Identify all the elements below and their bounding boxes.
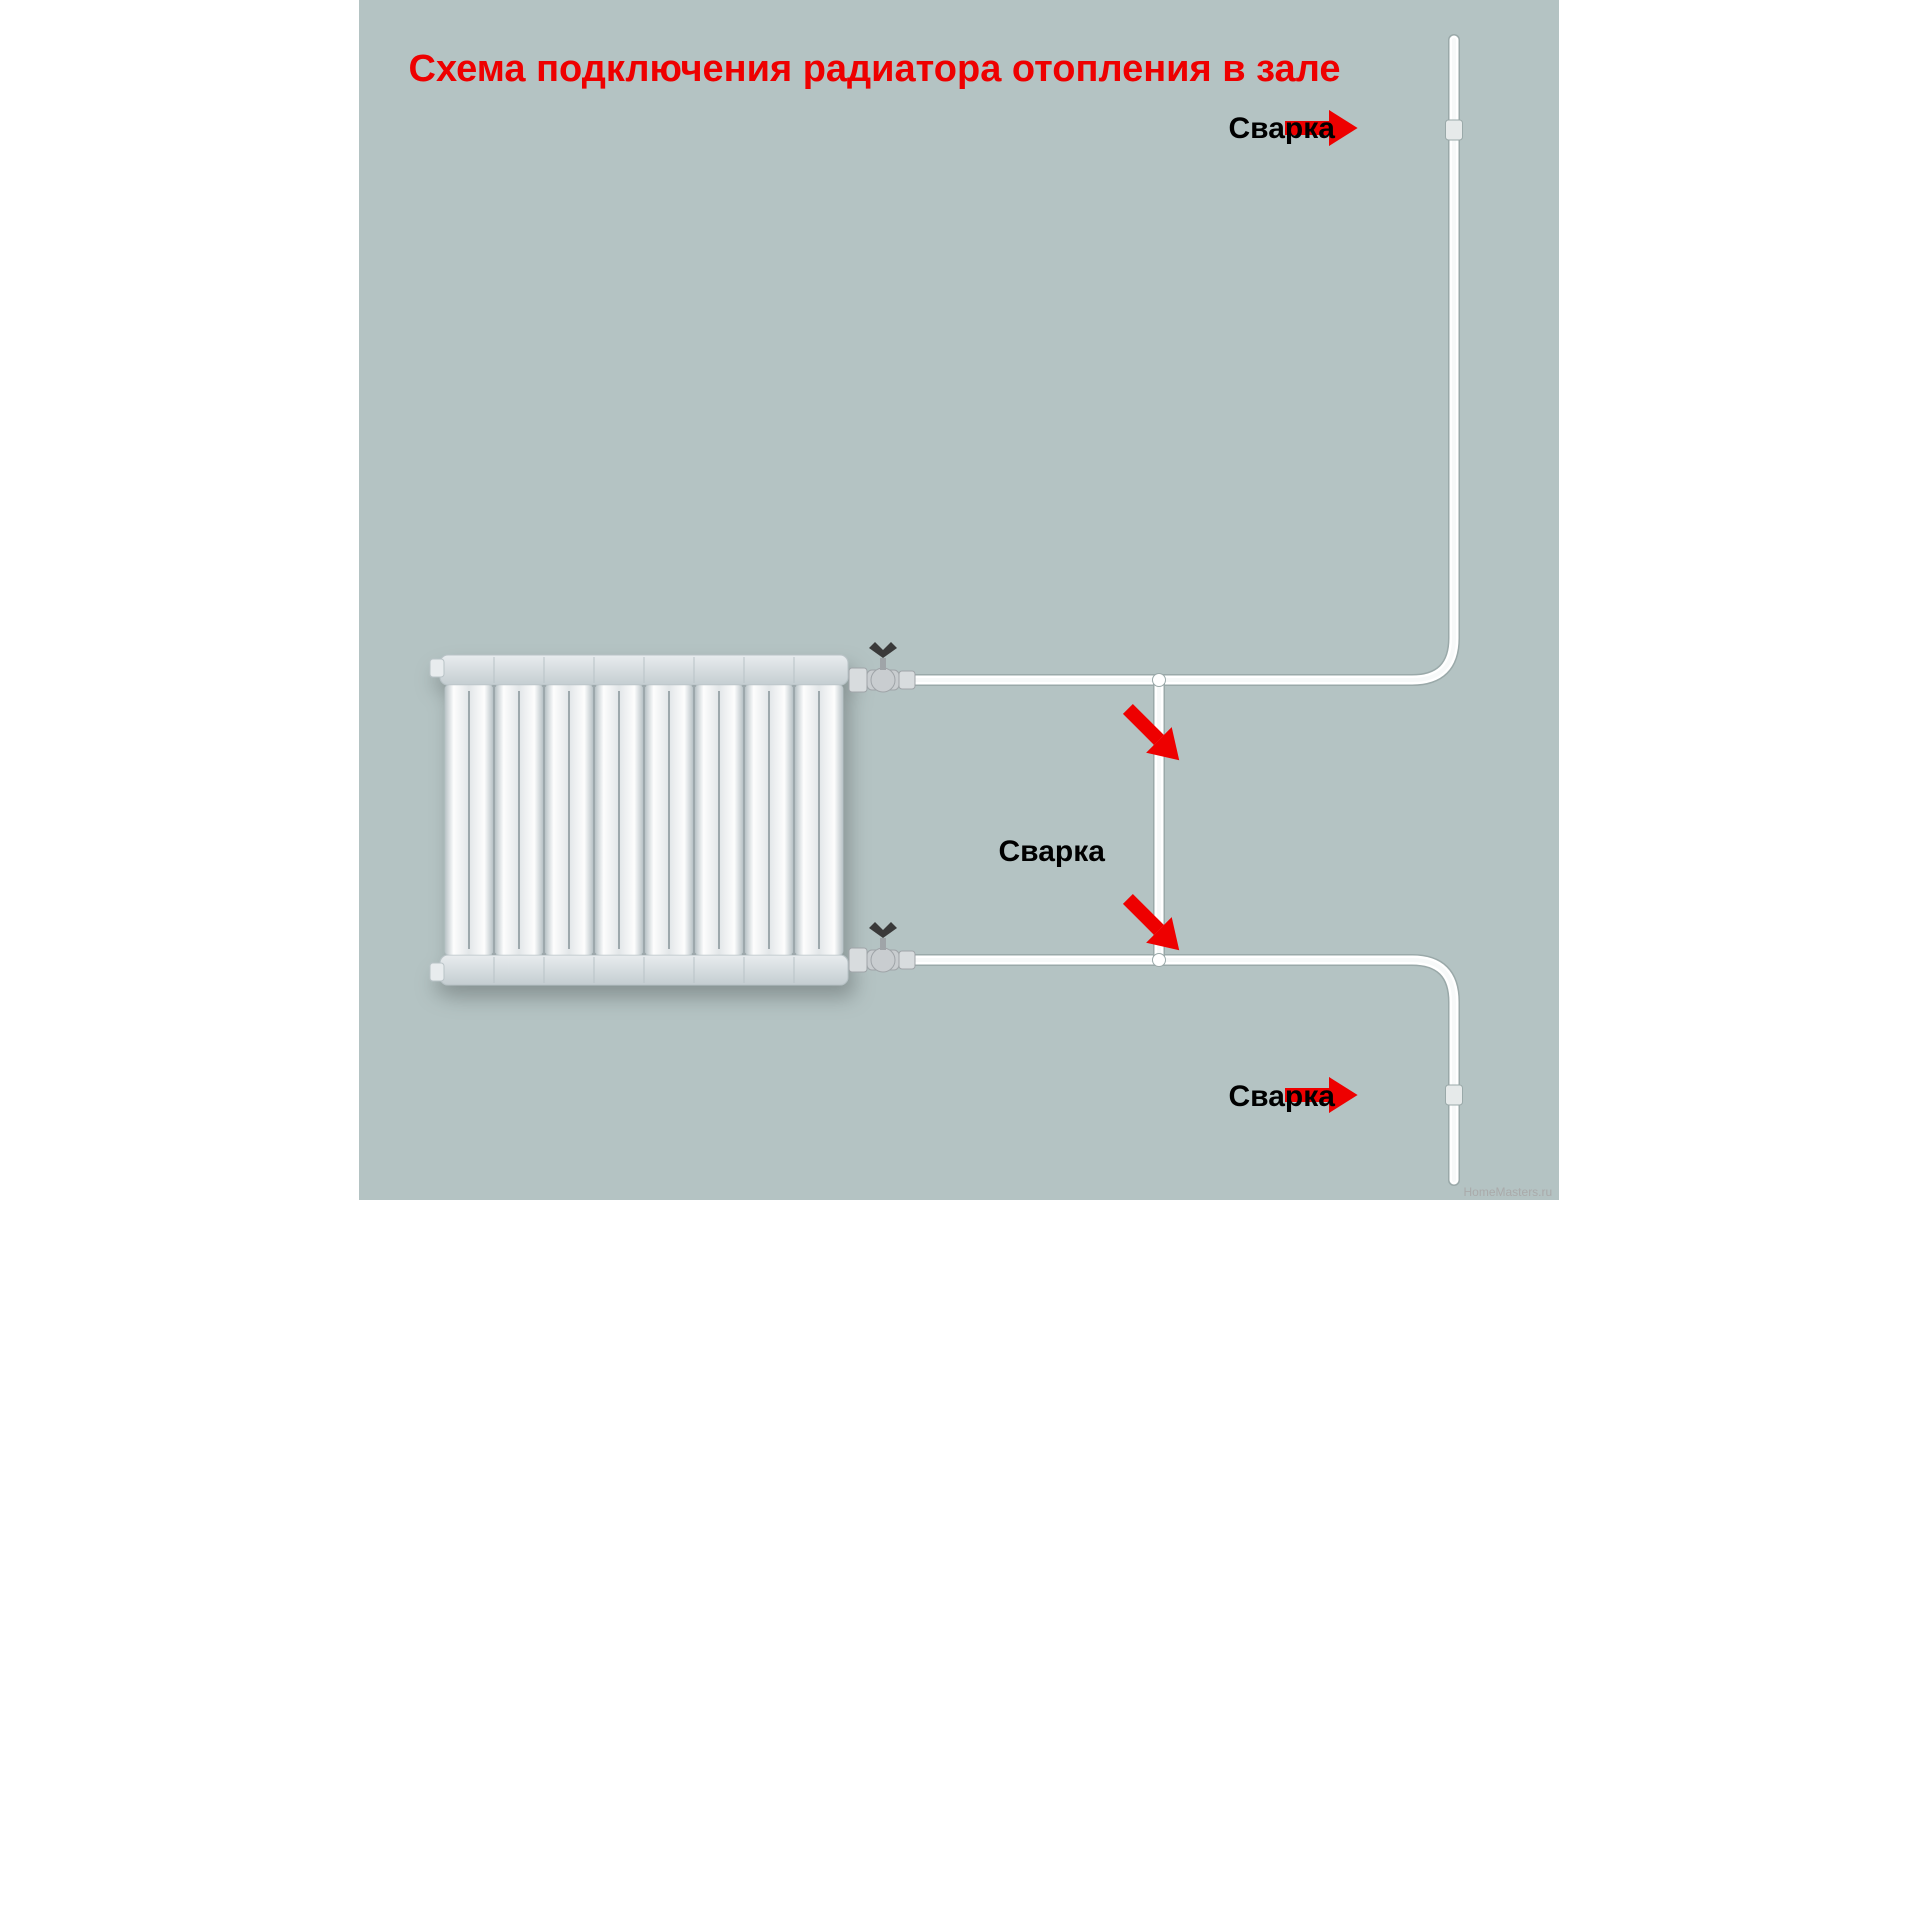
diagram-title: Схема подключения радиатора отопления в … [409,48,1341,91]
ball-valve-icon [849,642,915,692]
diagram-canvas: Схема подключения радиатора отопления в … [359,0,1559,1200]
watermark: HomeMasters.ru [1464,1185,1553,1199]
weld-label-middle: Сварка [999,835,1105,869]
weld-label-top: Сварка [1229,112,1335,146]
weld-label-bottom: Сварка [1229,1080,1335,1114]
diagram-svg [359,0,1559,1200]
ball-valve-icon [849,922,915,972]
radiator-icon [430,655,848,985]
